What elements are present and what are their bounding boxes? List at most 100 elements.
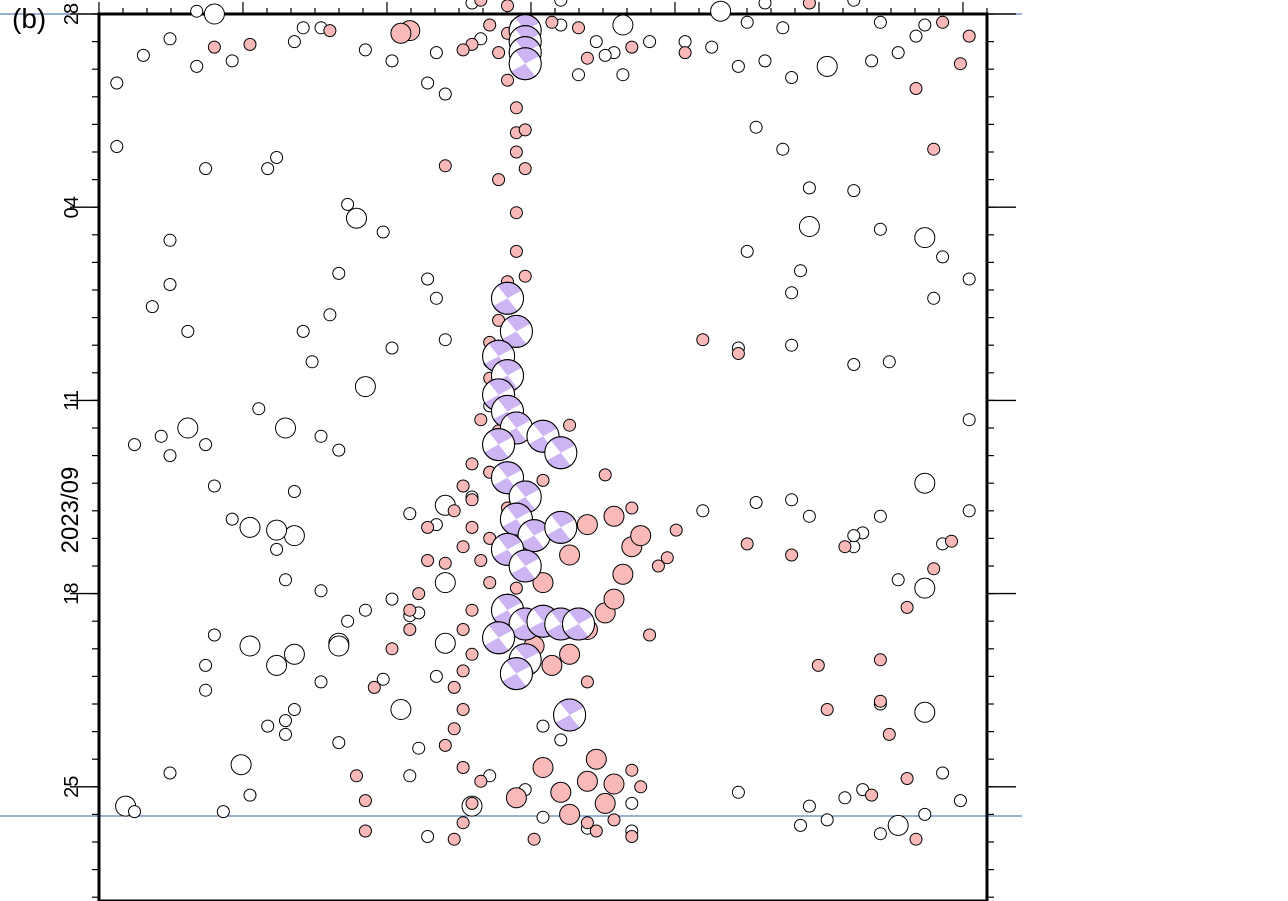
focal-mechanism-beachball <box>482 621 516 655</box>
background-event-marker <box>314 584 328 598</box>
cluster-event-marker <box>509 206 523 220</box>
background-event-marker <box>354 376 376 398</box>
focal-mechanism-beachball <box>562 607 595 641</box>
beachball-quadrant <box>509 553 526 574</box>
cluster-event-marker <box>518 123 532 137</box>
cluster-event-marker <box>900 772 914 785</box>
beachball-quadrant <box>500 506 517 527</box>
background-event-marker <box>820 813 834 827</box>
background-event-marker <box>572 68 585 82</box>
background-event-marker <box>358 603 372 617</box>
cluster-event-marker <box>518 269 532 283</box>
y-tick-label: 11 <box>61 390 83 411</box>
beachball-quadrant <box>509 611 526 632</box>
background-event-marker <box>962 272 976 286</box>
cluster-event-marker <box>421 520 435 534</box>
background-event-marker <box>216 805 230 819</box>
cluster-event-marker <box>603 588 625 610</box>
cluster-event-marker <box>625 40 639 54</box>
background-event-marker <box>376 225 390 239</box>
cluster-event-marker <box>559 544 581 566</box>
background-event-marker <box>802 799 816 813</box>
background-event-marker <box>358 43 372 57</box>
background-event-marker <box>239 635 261 657</box>
background-event-marker <box>696 504 710 518</box>
cluster-event-marker <box>589 824 603 838</box>
background-event-marker <box>785 71 799 84</box>
background-event-marker <box>177 417 199 439</box>
cluster-event-marker <box>492 46 506 60</box>
beachball-quadrant <box>498 436 515 458</box>
cluster-event-marker <box>474 554 488 567</box>
background-event-marker <box>385 341 399 355</box>
background-event-marker <box>225 54 239 68</box>
cluster-event-marker <box>927 562 941 576</box>
beachball-quadrant <box>525 56 542 77</box>
background-event-marker <box>296 21 310 35</box>
background-event-marker <box>554 0 568 7</box>
background-event-marker <box>243 788 257 802</box>
background-event-marker <box>785 286 799 300</box>
background-event-marker <box>199 683 213 697</box>
cluster-event-marker <box>563 418 577 432</box>
background-event-marker <box>891 573 905 587</box>
background-event-marker <box>275 417 296 439</box>
beachball-quadrant <box>491 597 508 618</box>
background-event-marker <box>279 727 292 741</box>
background-event-marker <box>421 830 435 843</box>
cluster-event-marker <box>501 0 514 13</box>
cluster-event-marker <box>634 780 648 794</box>
background-event-marker <box>882 355 896 369</box>
background-event-marker <box>314 675 328 689</box>
beachball-quadrant <box>498 630 515 651</box>
cluster-event-marker <box>576 514 598 536</box>
background-event-marker <box>403 507 417 521</box>
cluster-event-marker <box>559 803 581 825</box>
cluster-event-marker <box>865 788 879 802</box>
background-event-marker <box>918 18 932 32</box>
beachball-quadrant <box>491 363 508 384</box>
background-event-marker <box>678 35 692 49</box>
beachball-outline <box>544 510 578 544</box>
cluster-event-marker <box>492 173 506 187</box>
cluster-event-marker <box>367 680 381 694</box>
background-event-marker <box>749 120 763 134</box>
beachball-outline <box>508 549 542 583</box>
background-event-marker <box>332 443 346 457</box>
cluster-event-marker <box>651 559 665 573</box>
cluster-event-marker <box>509 244 523 258</box>
background-event-marker <box>261 719 275 733</box>
background-event-marker <box>598 48 612 62</box>
beachball-quadrant <box>518 523 535 544</box>
background-event-marker <box>128 805 141 819</box>
beachball-quadrant <box>560 519 577 540</box>
beachball-outline <box>491 281 524 315</box>
cluster-event-marker <box>625 763 639 777</box>
background-event-marker <box>643 35 657 49</box>
plot-border <box>97 12 989 901</box>
beachball-quadrant <box>491 465 508 486</box>
background-event-marker <box>270 151 284 164</box>
beachball-quadrant <box>482 625 499 646</box>
cluster-event-marker <box>403 623 417 636</box>
cluster-event-marker <box>820 703 834 716</box>
plot-frame <box>97 12 989 901</box>
beachball-quadrant <box>527 608 543 629</box>
cluster-event-marker <box>483 18 497 32</box>
background-event-marker <box>328 635 350 657</box>
background-event-marker <box>429 669 443 683</box>
beachball-quadrant <box>491 536 508 558</box>
beachball-outline <box>491 532 524 566</box>
cluster-event-marker <box>580 51 594 65</box>
focal-mechanism-beachball <box>482 428 516 462</box>
background-event-marker <box>909 29 923 43</box>
beachball-outline <box>499 657 533 691</box>
background-event-marker <box>110 140 124 153</box>
focal-mechanism-beachball <box>508 549 542 583</box>
background-event-marker <box>798 216 820 237</box>
y-tick-label: 18 <box>61 582 83 604</box>
cluster-event-marker <box>509 101 523 115</box>
background-event-marker <box>341 614 355 628</box>
cluster-event-marker <box>483 576 497 590</box>
